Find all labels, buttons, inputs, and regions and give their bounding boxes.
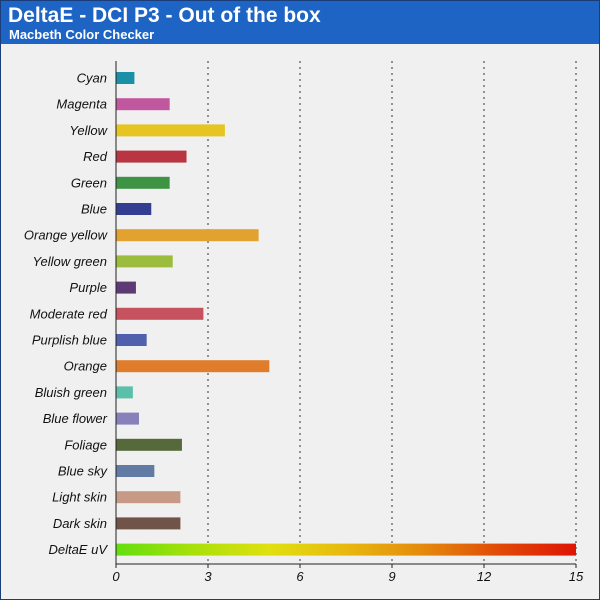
category-label: Orange yellow [24,228,109,243]
bar [116,412,139,425]
category-label: Yellow green [33,254,107,269]
bar [116,360,270,373]
category-label: Dark skin [53,516,107,531]
bar [116,176,170,189]
category-label: Red [83,149,108,164]
x-tick-label: 0 [112,569,120,584]
bar [116,203,152,215]
category-label: Purplish blue [32,333,107,348]
chart-title: DeltaE - DCI P3 - Out of the box [8,4,321,27]
category-label: Bluish green [35,385,107,400]
x-tick-label: 9 [388,569,395,584]
bar [116,307,204,320]
bar [116,334,147,346]
category-label: DeltaE uV [48,542,108,557]
bar [116,465,155,477]
bar [116,543,576,556]
chart-header: DeltaE - DCI P3 - Out of the box Macbeth… [1,1,599,44]
bar [116,150,187,163]
category-label: Moderate red [30,306,108,321]
x-tick-label: 12 [477,569,492,584]
category-label: Purple [69,280,107,295]
chart-subtitle: Macbeth Color Checker [9,27,155,42]
bar [116,517,181,530]
category-label: Magenta [56,97,107,112]
x-tick-label: 3 [204,569,212,584]
bar [116,281,136,294]
bar [116,255,173,268]
bar [116,386,133,399]
bar [116,491,181,504]
category-label: Foliage [64,437,107,452]
bar [116,124,225,137]
category-label: Yellow [69,123,108,138]
category-label: Cyan [77,71,107,86]
category-label: Blue sky [58,464,109,479]
category-label: Orange [64,359,107,374]
category-label: Light skin [52,490,107,505]
bar [116,438,182,451]
bar [116,72,135,84]
bar [116,98,170,111]
x-tick-label: 15 [569,569,584,584]
x-tick-label: 6 [296,569,304,584]
bar [116,229,259,242]
category-label: Blue [81,202,107,217]
category-label: Green [71,175,107,190]
category-label: Blue flower [43,411,108,426]
